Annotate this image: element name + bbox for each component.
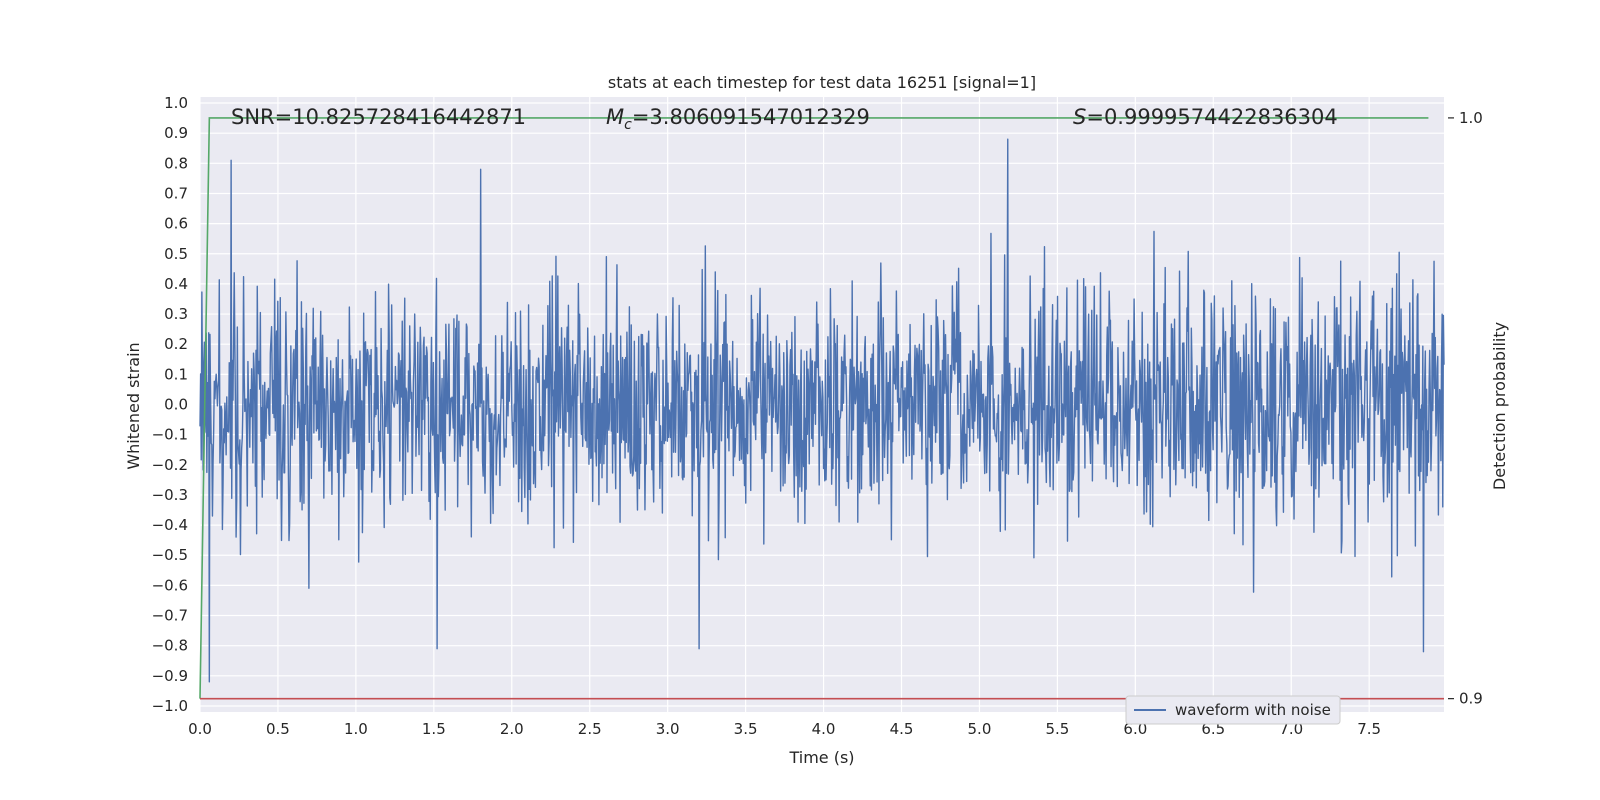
y-tick-label: 1.0 <box>164 94 188 112</box>
y-tick-label: −0.7 <box>152 607 188 625</box>
y-tick-label: 0.0 <box>164 396 188 414</box>
x-tick-label: 0.0 <box>188 720 212 738</box>
y-tick-label: −0.2 <box>152 456 188 474</box>
chart-title: stats at each timestep for test data 162… <box>608 73 1036 92</box>
y-tick-label: −0.8 <box>152 637 188 655</box>
y-tick-label: −0.1 <box>152 426 188 444</box>
y2-axis-label: Detection probability <box>1490 322 1509 490</box>
y-axis-label: Whitened strain <box>124 342 143 469</box>
x-axis-ticks: 0.0 0.5 1.0 1.5 2.0 2.5 3.0 3.5 4.0 4.5 5.0 5.5 6.0 6… <box>188 720 1381 738</box>
x-tick-label: 1.5 <box>422 720 446 738</box>
x-tick-label: 7.5 <box>1357 720 1381 738</box>
x-tick-label: 4.0 <box>812 720 836 738</box>
legend: waveform with noise <box>1125 695 1341 725</box>
score-annotation: S=0.9999574422836304 <box>1073 105 1338 129</box>
y-tick-label: 0.7 <box>164 184 188 202</box>
y-tick-label: −0.5 <box>152 546 188 564</box>
x-tick-label: 3.0 <box>656 720 680 738</box>
y-tick-label: 0.5 <box>164 245 188 263</box>
score-value: =0.9999574422836304 <box>1086 105 1337 129</box>
chirp-mass-symbol: M <box>606 105 624 129</box>
y-tick-label: −0.3 <box>152 486 188 504</box>
legend-box <box>1125 695 1341 725</box>
x-axis-label: Time (s) <box>788 748 854 767</box>
x-tick-label: 2.5 <box>578 720 602 738</box>
y-tick-label: 0.1 <box>164 365 188 383</box>
x-tick-label: 5.0 <box>968 720 992 738</box>
y-tick-label: 0.6 <box>164 215 188 233</box>
x-tick-label: 5.5 <box>1045 720 1069 738</box>
probability-line <box>199 117 1429 699</box>
y2-axis-ticks: 1.0 0.9 <box>1448 109 1483 708</box>
y-tick-label: −1.0 <box>152 697 188 715</box>
snr-annotation: SNR=10.825728416442871 <box>231 105 526 129</box>
x-tick-label: 4.5 <box>890 720 914 738</box>
series-detection-probability <box>199 117 1429 699</box>
y-tick-label: 0.2 <box>164 335 188 353</box>
x-tick-label: 1.0 <box>344 720 368 738</box>
y-axis-ticks: 1.0 0.9 0.8 0.7 0.6 0.5 0.4 0.3 0.2 0.1 0.0 −0.1 −0.… <box>152 94 188 715</box>
x-tick-label: 0.5 <box>266 720 290 738</box>
chirp-mass-value: =3.806091547012329 <box>632 105 870 129</box>
y-tick-label: 0.4 <box>164 275 188 293</box>
y-tick-label: −0.4 <box>152 516 188 534</box>
score-symbol: S <box>1073 105 1086 129</box>
chirp-mass-annotation: Mc=3.806091547012329 <box>606 105 870 133</box>
y-tick-label: 0.9 <box>164 124 188 142</box>
y-tick-label: 0.8 <box>164 154 188 172</box>
series-waveform-with-noise <box>199 138 1445 683</box>
y2-tick-label: 1.0 <box>1459 109 1483 127</box>
y-tick-label: −0.9 <box>152 667 188 685</box>
x-tick-label: 3.5 <box>734 720 758 738</box>
x-tick-label: 2.0 <box>500 720 524 738</box>
y-tick-label: 0.3 <box>164 305 188 323</box>
chirp-mass-subscript: c <box>624 117 632 133</box>
legend-entry-waveform: waveform with noise <box>1175 701 1331 719</box>
y2-tick-label: 0.9 <box>1459 690 1483 708</box>
waveform-line <box>199 138 1445 683</box>
y-tick-label: −0.6 <box>152 576 188 594</box>
